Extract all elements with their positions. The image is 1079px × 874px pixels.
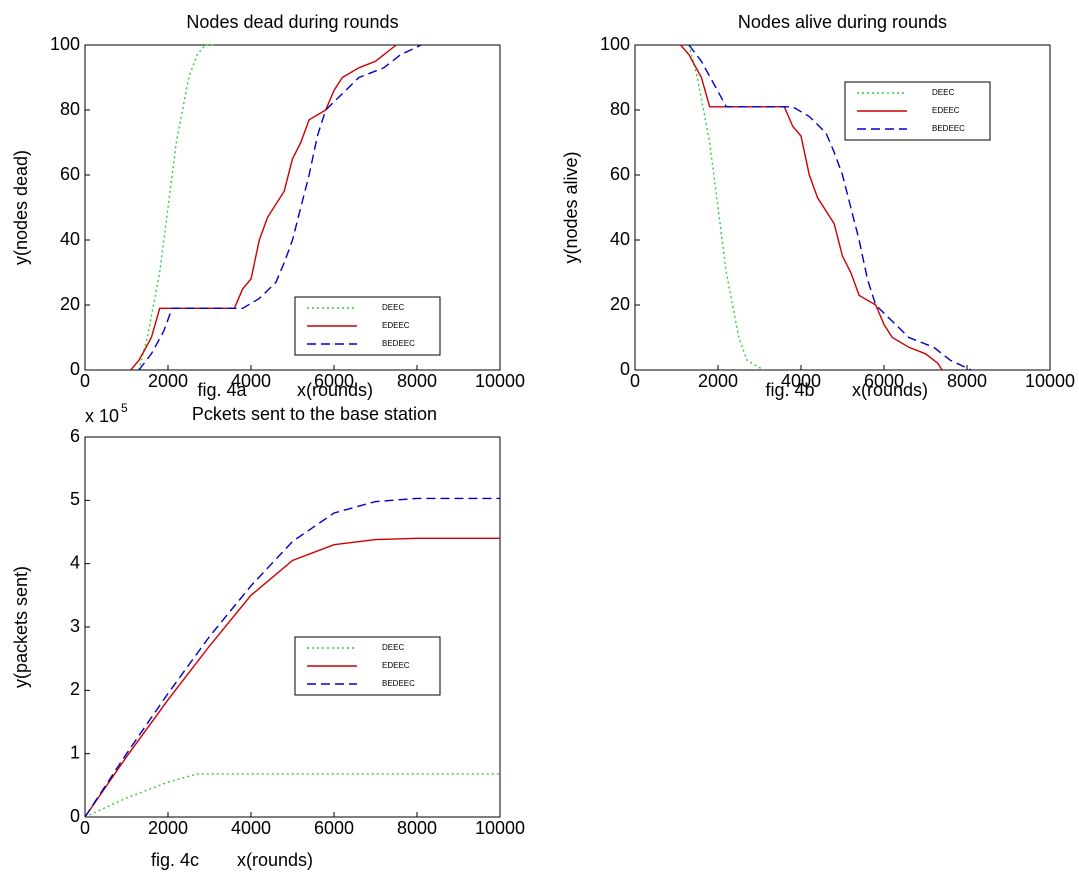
caption: fig. 4b (765, 380, 814, 400)
chart-title: Pckets sent to the base station (192, 404, 437, 424)
legend-label: DEEC (382, 643, 404, 652)
legend-label: EDEEC (932, 106, 960, 115)
x-tick-label: 6000 (314, 818, 354, 838)
y-tick-label: 20 (610, 294, 630, 314)
y-tick-label: 80 (60, 99, 80, 119)
data-line (130, 44, 397, 371)
y-tick-label: 6 (70, 426, 80, 446)
x-tick-label: 10000 (475, 818, 525, 838)
x-tick-label: 4000 (231, 818, 271, 838)
y-axis-label: y(nodes dead) (11, 150, 31, 265)
data-line (680, 44, 943, 371)
legend-label: DEEC (932, 88, 954, 97)
chart-title: Nodes dead during rounds (186, 12, 398, 32)
y-axis-label: y(nodes alive) (561, 151, 581, 263)
data-line (138, 44, 214, 371)
y-tick-label: 40 (610, 229, 630, 249)
plot-area (84, 436, 501, 818)
chart-title: Nodes alive during rounds (738, 12, 947, 32)
data-line (84, 773, 500, 818)
x-tick-label: 4000 (781, 371, 821, 391)
y-tick-label: 60 (610, 164, 630, 184)
legend-label: EDEEC (382, 321, 410, 330)
x-axis-label: x(rounds) (852, 380, 928, 400)
x-tick-label: 4000 (231, 371, 271, 391)
x-tick-label: 10000 (1025, 371, 1075, 391)
legend-label: BEDEEC (382, 339, 415, 348)
x-tick-label: 8000 (947, 371, 987, 391)
x-tick-label: 10000 (475, 371, 525, 391)
legend-label: BEDEEC (382, 679, 415, 688)
x-tick-label: 8000 (397, 818, 437, 838)
x-tick-label: 6000 (864, 371, 904, 391)
y-scale-exponent: 5 (121, 401, 128, 415)
y-tick-label: 60 (60, 164, 80, 184)
x-tick-label: 0 (630, 371, 640, 391)
y-axis-label: y(packets sent) (11, 566, 31, 688)
y-tick-label: 20 (60, 294, 80, 314)
y-tick-label: 0 (70, 359, 80, 379)
y-tick-label: 0 (620, 359, 630, 379)
caption: fig. 4c (151, 850, 199, 870)
x-tick-label: 0 (80, 371, 90, 391)
x-axis-label: x(rounds) (297, 380, 373, 400)
legend-label: EDEEC (382, 661, 410, 670)
data-line (84, 537, 500, 818)
y-tick-label: 4 (70, 552, 80, 572)
y-tick-label: 40 (60, 229, 80, 249)
y-tick-label: 0 (70, 806, 80, 826)
y-tick-label: 1 (70, 742, 80, 762)
y-tick-label: 80 (610, 99, 630, 119)
legend-label: DEEC (382, 303, 404, 312)
data-line (84, 497, 500, 818)
y-tick-label: 100 (600, 34, 630, 54)
y-tick-label: 3 (70, 616, 80, 636)
caption: fig. 4a (197, 380, 247, 400)
y-scale-label: x 10 (85, 406, 119, 426)
legend-label: BEDEEC (932, 124, 965, 133)
x-tick-label: 6000 (314, 371, 354, 391)
x-tick-label: 2000 (148, 818, 188, 838)
y-tick-label: 5 (70, 489, 80, 509)
x-tick-label: 2000 (148, 371, 188, 391)
y-tick-label: 100 (50, 34, 80, 54)
x-tick-label: 8000 (397, 371, 437, 391)
x-tick-label: 2000 (698, 371, 738, 391)
x-tick-label: 0 (80, 818, 90, 838)
data-line (688, 44, 972, 371)
data-line (138, 44, 422, 371)
x-axis-label: x(rounds) (237, 850, 313, 870)
y-tick-label: 2 (70, 679, 80, 699)
